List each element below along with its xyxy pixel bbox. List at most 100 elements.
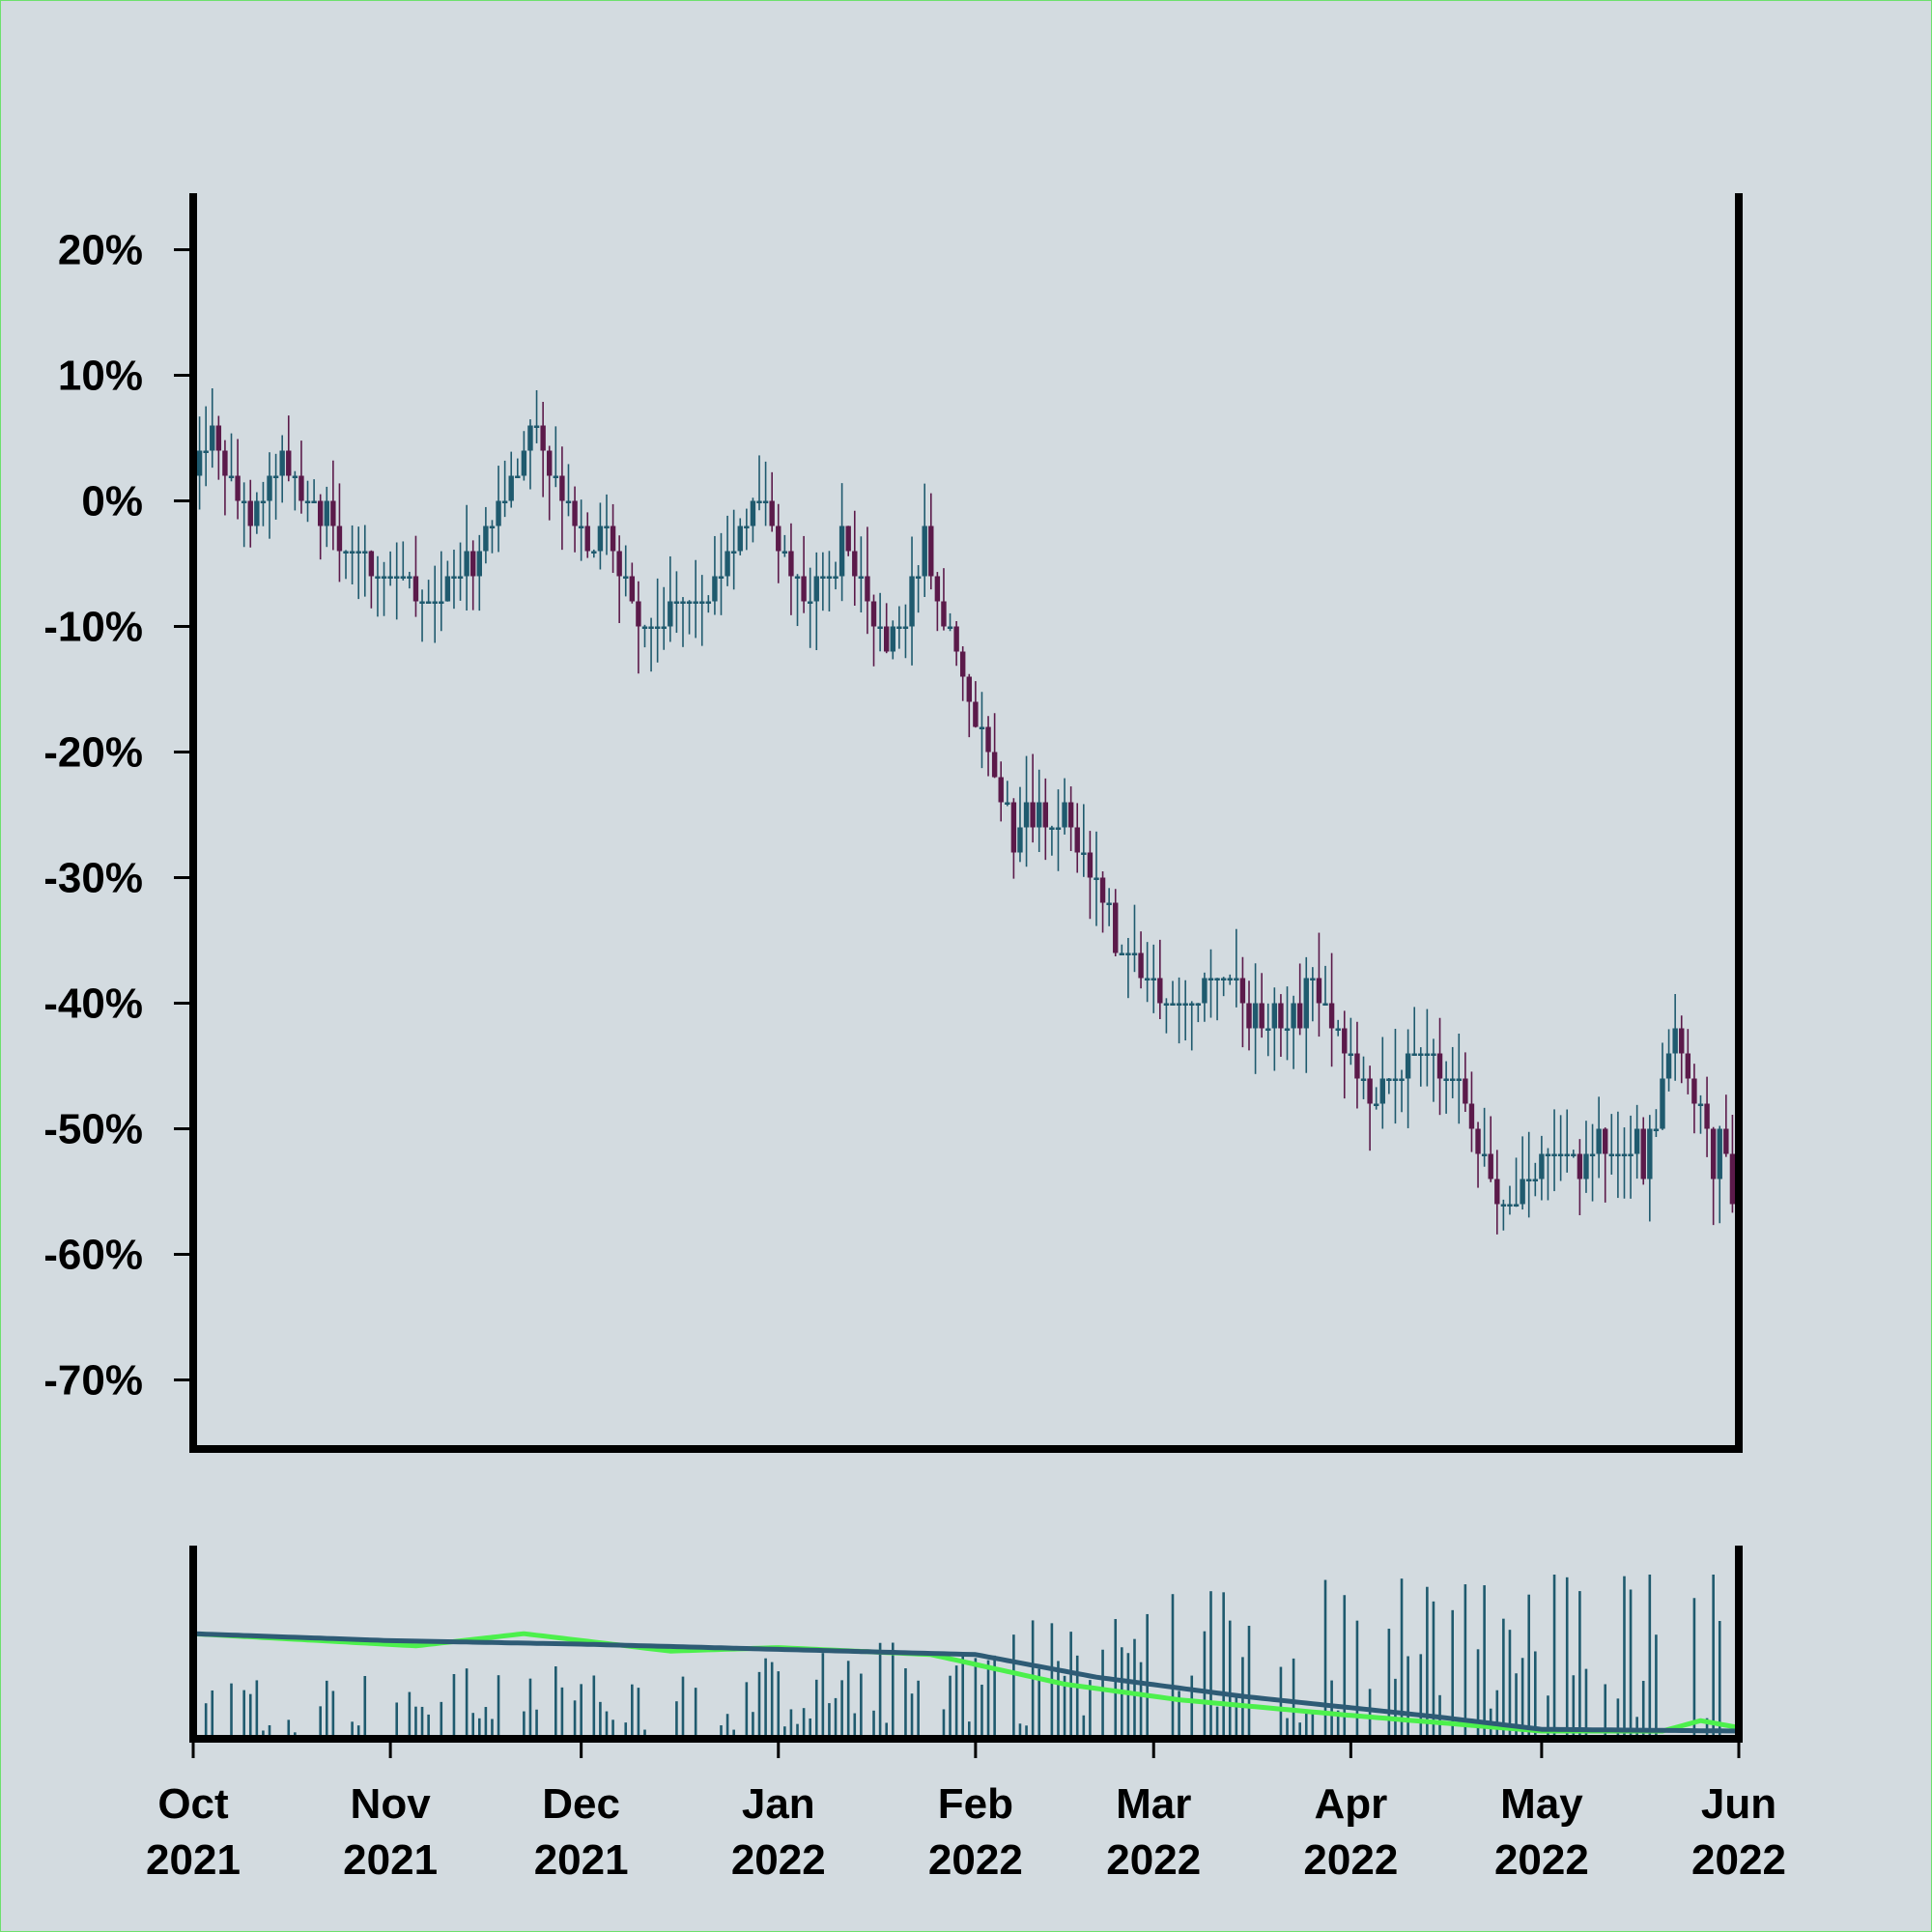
volume-bar [1222,1592,1225,1739]
volume-bar [1502,1618,1505,1739]
candle-body [407,576,412,579]
volume-bar [1629,1589,1633,1739]
candle-body [845,526,851,552]
y-tick-label: 10% [58,353,143,400]
candle-body [1214,978,1220,980]
x-tick-label-year: 2021 [146,1836,241,1884]
candle-body [1723,1128,1729,1154]
candle-body [1399,1078,1405,1081]
candle-body [1144,978,1151,980]
candle-body [813,576,819,602]
volume-bar [408,1691,412,1739]
candle-body [1526,1179,1532,1181]
volume-bar [1641,1681,1645,1739]
volume-bar [954,1665,958,1739]
candle-body [349,551,355,554]
volume-bar [821,1653,825,1739]
candle-body [1291,1003,1296,1029]
volume-bar [1311,1713,1315,1739]
candle-body [444,576,451,602]
candle-body [1685,1053,1691,1079]
volume-bar [796,1723,799,1739]
candle-body [1062,802,1067,828]
x-tick-label-month: Jan [742,1780,815,1828]
volume-bar [248,1693,252,1739]
volume-bar [1623,1576,1626,1739]
candle-body [1379,1078,1385,1104]
candle-body [1119,952,1125,955]
candle-body [1081,852,1087,855]
candle-body [451,576,457,579]
volume-bar [1304,1710,1308,1739]
candle-body [1239,978,1246,1004]
candle-body [756,500,762,503]
candle-body [1520,1179,1525,1205]
volume-bar [535,1709,538,1739]
candle-body [673,601,680,604]
volume-bar [1298,1722,1301,1739]
y-tick-label: 20% [58,227,143,274]
volume-bar [777,1671,781,1739]
candle-body [1182,1003,1188,1006]
volume-bar [1648,1575,1652,1739]
volume-bar [967,1721,971,1739]
candle-body [870,601,877,627]
candle-body [1450,1078,1456,1081]
volume-bar [331,1690,335,1739]
candle-body [222,450,228,476]
volume-bar [949,1675,952,1739]
candle-body [1278,1003,1284,1029]
x-tick-label-year: 2022 [731,1836,826,1884]
volume-bar [637,1688,640,1739]
volume-bar [1565,1577,1569,1739]
volume-bar [1476,1649,1480,1739]
volume-bar [1520,1658,1524,1739]
volume-bar [885,1722,888,1739]
candle-body [883,626,890,652]
candle-body [1151,978,1156,980]
candle-body [1411,1053,1417,1056]
candle-body [1634,1128,1640,1154]
volume-bar [910,1693,914,1739]
candle-body [1405,1053,1411,1079]
volume-bar [1057,1661,1060,1739]
volume-bar [471,1713,475,1739]
volume-bar [1616,1698,1620,1739]
candle-body [1303,978,1309,1029]
candle-body [1176,1003,1182,1006]
candle-body [610,526,616,552]
candle-body [985,726,991,753]
volume-bar [1082,1715,1086,1739]
volume-bar [720,1725,723,1739]
x-tick-label-year: 2021 [534,1836,629,1884]
candle-body [1125,952,1131,955]
volume-bar [1286,1718,1289,1739]
candle-body [947,626,953,629]
candle-body [750,500,756,526]
x-tick-label-month: Oct [157,1780,229,1828]
candle-body [1589,1153,1596,1156]
volume-bar [1279,1666,1283,1739]
candle-body [355,551,361,554]
candle-body [1392,1078,1399,1081]
candle-body [890,626,895,652]
volume-bar [725,1714,729,1739]
candle-body [1310,978,1316,980]
volume-bar [1495,1690,1499,1739]
candle-body [998,777,1004,803]
volume-bar [1451,1609,1455,1739]
x-tick-label-month: Jun [1701,1780,1776,1828]
volume-bar [1534,1651,1537,1739]
volume-bar [974,1658,978,1739]
candle-body [1571,1153,1577,1156]
candle-body [654,626,661,629]
candle-body [210,425,215,451]
volume-bar [643,1729,646,1739]
x-tick-label-month: Feb [938,1780,1013,1828]
candle-body [1138,952,1144,979]
candle-body [788,551,794,577]
candle-body [203,450,209,453]
volume-bar [1584,1668,1588,1739]
candle-body [623,576,629,579]
volume-bar [1330,1680,1333,1739]
